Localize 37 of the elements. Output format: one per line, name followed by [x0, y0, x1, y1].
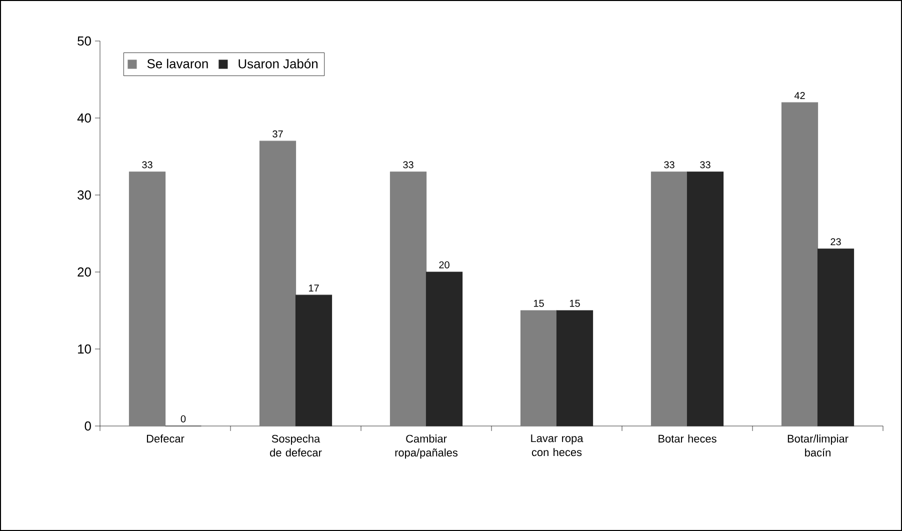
x-tick-label: Lavar ropa con heces [531, 434, 584, 456]
bar [426, 272, 463, 426]
bar [390, 172, 427, 426]
bar [556, 310, 594, 426]
bar [520, 310, 558, 426]
y-tick-label: 0 [84, 421, 91, 431]
y-tick-label: 10 [78, 344, 91, 354]
data-label: 0 [180, 415, 186, 422]
bar [650, 172, 688, 426]
data-label: 33 [403, 161, 414, 168]
data-label: 15 [534, 300, 544, 307]
data-label: 33 [664, 161, 674, 168]
y-tick-label: 50 [78, 36, 91, 46]
bar [817, 248, 854, 426]
x-tick-label: Sospecha de defecar [270, 434, 322, 457]
legend-label: Usaron Jabón [238, 58, 318, 68]
bar [295, 294, 332, 426]
data-label: 20 [439, 261, 450, 268]
bar [686, 172, 724, 426]
data-label: 42 [794, 92, 805, 99]
y-tick-label: 30 [78, 190, 91, 200]
x-tick-label: Cambiar ropa/pañales [395, 434, 458, 459]
y-tick-label: 40 [77, 113, 91, 123]
data-label: 17 [308, 284, 319, 292]
y-tick-label: 20 [78, 267, 91, 277]
data-label: 15 [570, 300, 580, 307]
data-label: 23 [830, 238, 841, 246]
bar [259, 140, 296, 426]
data-label: 37 [272, 130, 283, 138]
x-tick-label: Botar/limpiar bacín [788, 434, 848, 457]
bar [128, 172, 166, 426]
x-tick-label: Botar heces [658, 434, 716, 443]
data-label: 33 [700, 161, 710, 168]
legend-label: Se lavaron [147, 58, 208, 68]
bar [781, 102, 818, 426]
x-tick-label: Defecar [146, 434, 184, 443]
data-label: 33 [142, 161, 152, 168]
